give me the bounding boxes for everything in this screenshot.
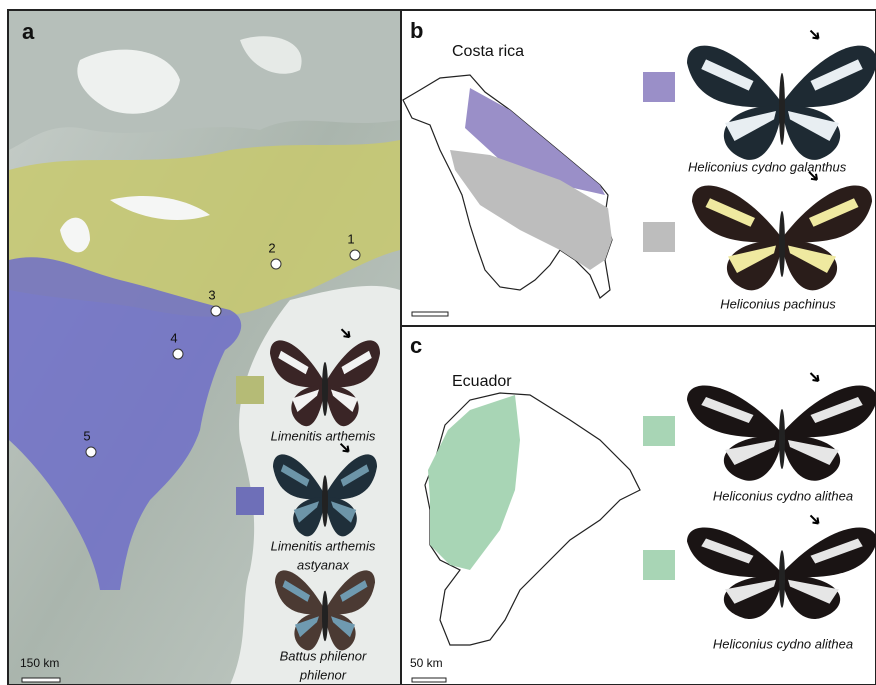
site-marker [349, 249, 361, 261]
species-name: Heliconius cydno alithea [713, 488, 853, 503]
site-label: 4 [170, 330, 177, 345]
wing-band [810, 397, 863, 423]
arrow [340, 328, 351, 339]
arrow [808, 171, 818, 181]
wing [294, 612, 325, 651]
arrow [809, 29, 820, 40]
site-marker [270, 258, 282, 270]
body [779, 409, 785, 469]
wing-band [331, 389, 358, 412]
butterflies [270, 29, 876, 651]
wing-band [788, 111, 839, 141]
species-name: Heliconius cydno alithea [713, 636, 853, 651]
wing-band [701, 59, 754, 91]
site-marker [172, 348, 184, 360]
wing-band [725, 579, 776, 604]
wing-band [295, 616, 319, 638]
swatch [643, 222, 675, 252]
site-label: 1 [347, 231, 354, 246]
arrow [339, 442, 350, 453]
species-name: Heliconius cydno galanthus [688, 159, 847, 174]
species-name: Limenitis arthemis [271, 428, 376, 443]
scale-bar [411, 677, 447, 683]
wing-band [725, 111, 776, 141]
wing-band [701, 538, 754, 564]
wing-band [341, 350, 372, 375]
scale-bar [21, 677, 61, 683]
wing-band [278, 350, 309, 375]
arrow [809, 372, 820, 382]
site-marker [210, 305, 222, 317]
wing-band [280, 464, 310, 487]
panel-border [400, 325, 876, 685]
body [779, 73, 785, 145]
wing-band [701, 397, 754, 423]
species-name: philenor [299, 667, 347, 682]
arrow [809, 514, 820, 525]
wing-band [340, 464, 370, 487]
panel-label: b [410, 18, 423, 43]
species-name: astyanax [297, 557, 350, 572]
site-label: 3 [208, 287, 215, 302]
panel-label: c [410, 333, 422, 358]
swatch [643, 416, 675, 446]
species-name: Heliconius pachinus [720, 296, 836, 311]
map-a [9, 11, 400, 685]
body [322, 362, 328, 416]
wing-band [292, 389, 319, 412]
species-name: Limenitis arthemis [271, 538, 376, 553]
body [779, 550, 785, 608]
region-name: Costa rica [452, 43, 524, 60]
swatch [643, 550, 675, 580]
wing-band [293, 501, 319, 523]
range-gray [450, 150, 612, 270]
wing-band [788, 579, 839, 604]
wing-band [705, 198, 755, 227]
wing-band [331, 501, 357, 523]
panel-label: a [22, 19, 35, 44]
range-green [428, 395, 520, 570]
site-marker [85, 446, 97, 458]
wing-band [282, 580, 310, 602]
scale-label: 50 km [410, 656, 443, 670]
wing-band [810, 538, 863, 564]
region-name: Ecuador [452, 373, 512, 390]
body [322, 590, 328, 642]
wing-band [788, 440, 839, 465]
site-label: 2 [268, 240, 275, 255]
wing-band [788, 245, 836, 273]
swatch [236, 487, 264, 515]
wing-band [809, 198, 859, 227]
wing-band [340, 580, 368, 602]
swatch [236, 376, 264, 404]
scale-bar [411, 311, 449, 317]
wing-band [810, 59, 863, 91]
scale-label: 150 km [20, 656, 59, 670]
wing [325, 612, 356, 651]
wing-band [728, 245, 776, 273]
wing-band [331, 616, 355, 638]
range-purple [465, 88, 605, 195]
species-name: Battus philenor [280, 648, 367, 663]
body [322, 475, 328, 527]
wing-band [725, 440, 776, 465]
site-label: 5 [83, 428, 90, 443]
swatch [643, 72, 675, 102]
body [779, 211, 785, 277]
